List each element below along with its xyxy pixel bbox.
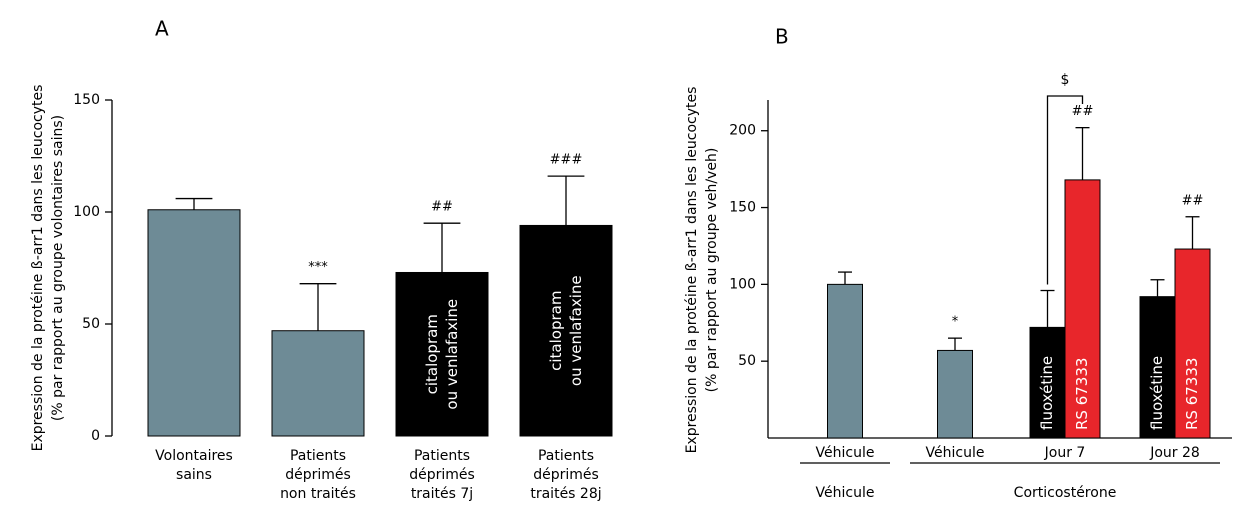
- significance-label: ##: [1182, 193, 1204, 208]
- significance-label: ***: [308, 260, 328, 275]
- panel-title: A: [155, 17, 169, 41]
- x-tick-label: Patients déprimés traités 7j: [409, 448, 475, 502]
- bar: [519, 224, 613, 437]
- x-tick-label: Jour 28: [1149, 445, 1200, 461]
- bar-label: fluoxétine: [1038, 356, 1056, 430]
- bar: [1174, 248, 1211, 439]
- y-tick-label: 150: [729, 200, 756, 216]
- bar-label: RS 67333: [1073, 358, 1091, 430]
- y-tick-label: 100: [73, 204, 100, 220]
- bar: [147, 209, 241, 437]
- bar: [827, 283, 863, 439]
- x-tick-label: Volontaires sains: [155, 448, 233, 483]
- y-axis-label: Expression de la protéine ß-arr1 dans le…: [30, 85, 46, 452]
- bar: [395, 271, 489, 437]
- group-label: Véhicule: [816, 485, 875, 501]
- bar: [937, 349, 973, 439]
- x-tick-label: Patients déprimés traités 28j: [530, 448, 601, 502]
- bar-label: citalopram ou venlafaxine: [423, 299, 461, 410]
- bar-label: RS 67333: [1183, 358, 1201, 430]
- y-tick-label: 200: [729, 123, 756, 139]
- bar-label: fluoxétine: [1148, 356, 1166, 430]
- significance-label: *: [952, 315, 959, 330]
- bracket: [1046, 95, 1084, 285]
- panel-title: B: [775, 25, 789, 49]
- group-label: Corticostérone: [1014, 485, 1117, 501]
- significance-label: ##: [1072, 104, 1094, 119]
- y-axis-label: (% par rapport au groupe veh/veh): [704, 148, 720, 393]
- significance-label: ###: [550, 153, 583, 168]
- bar-label: citalopram ou venlafaxine: [547, 275, 585, 386]
- bar: [271, 330, 365, 437]
- significance-label: ##: [431, 200, 453, 215]
- y-axis-label: (% par rapport au groupe volontaires sai…: [50, 115, 66, 421]
- bar: [1064, 179, 1101, 439]
- y-axis-label: Expression de la protéine ß-arr1 dans le…: [684, 87, 700, 454]
- y-tick-label: 150: [73, 92, 100, 108]
- y-tick-label: 100: [729, 276, 756, 292]
- x-tick-label: Patients déprimés non traités: [280, 448, 356, 502]
- x-tick-label: Véhicule: [926, 445, 985, 461]
- bracket-label: $: [1061, 72, 1070, 88]
- x-tick-label: Véhicule: [816, 445, 875, 461]
- y-tick-label: 0: [91, 428, 100, 444]
- y-tick-label: 50: [738, 353, 756, 369]
- bar: [1139, 296, 1176, 439]
- y-tick-label: 50: [82, 316, 100, 332]
- x-tick-label: Jour 7: [1044, 445, 1086, 461]
